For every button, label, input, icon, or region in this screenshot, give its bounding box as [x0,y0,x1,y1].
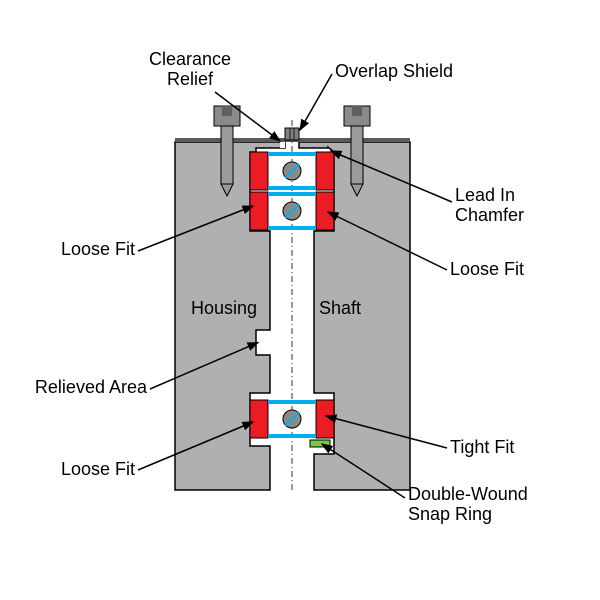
inner-race [316,152,334,190]
label-tight-fit: Tight Fit [450,438,514,458]
outer-race [250,400,268,438]
screw-shaft [351,126,363,184]
label-clearance-relief: Clearance Relief [130,50,250,90]
leader-line [300,74,332,130]
overlap-shield [285,128,299,140]
inner-race [316,192,334,230]
separator-bot [268,434,316,438]
label-loose-fit-lower-left: Loose Fit [50,460,135,480]
separator-top [268,192,316,196]
label-double-wound-snap-ring: Double-Wound Snap Ring [408,485,528,525]
outer-race [250,152,268,190]
label-lead-in-chamfer: Lead In Chamfer [455,186,524,226]
snap-ring [310,440,330,447]
separator-top [268,152,316,156]
screw-socket [222,106,232,116]
screw-shaft [221,126,233,184]
outer-race [250,192,268,230]
label-loose-fit-upper-left: Loose Fit [50,240,135,260]
label-overlap-shield: Overlap Shield [335,62,453,82]
separator-bot [268,186,316,190]
diagram-canvas: Clearance Relief Overlap Shield Lead In … [0,0,600,600]
separator-bot [268,226,316,230]
label-relieved-area: Relieved Area [17,378,147,398]
label-loose-fit-upper-right: Loose Fit [450,260,524,280]
screw-socket [352,106,362,116]
clearance-relief-gap [280,142,285,148]
inner-race [316,400,334,438]
label-shaft-region: Shaft [319,298,361,319]
separator-top [268,400,316,404]
label-housing-region: Housing [191,298,257,319]
